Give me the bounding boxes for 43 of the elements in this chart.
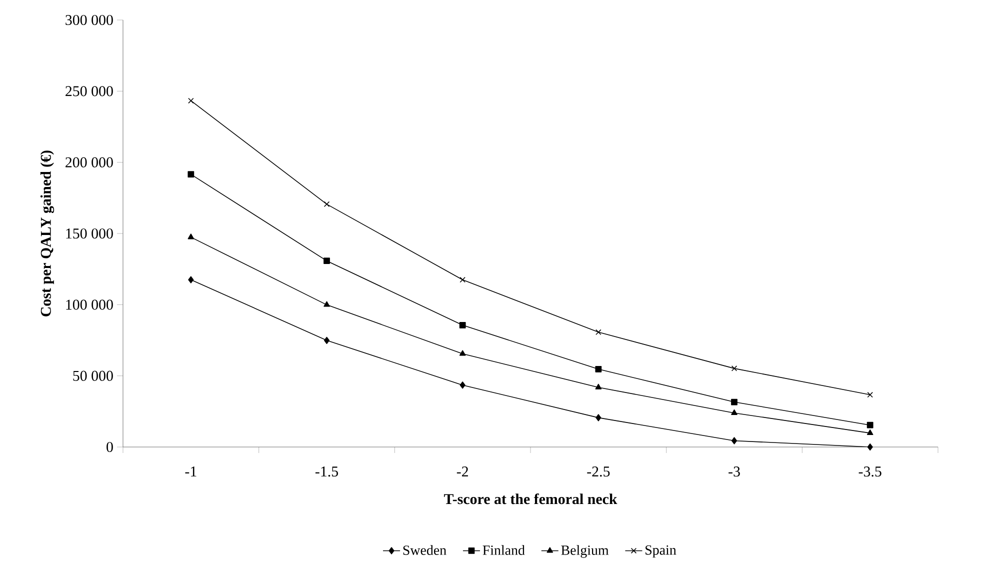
point [324, 301, 330, 307]
point [324, 258, 330, 264]
point [596, 329, 602, 336]
y-tick-label: 0 [106, 442, 113, 452]
point [731, 398, 738, 406]
point [460, 276, 466, 283]
legend-label: Spain [646, 545, 676, 558]
point [596, 414, 602, 422]
x-tick-label: -2 [456, 466, 468, 476]
legend-label: Belgium [561, 545, 609, 558]
point [595, 366, 602, 372]
point [188, 171, 194, 178]
point [866, 422, 874, 428]
point [866, 429, 874, 436]
point [867, 443, 873, 451]
legend-label: Finland [482, 545, 525, 555]
x-axis-title: T-score at the femoral neck [444, 493, 618, 504]
point [595, 384, 602, 390]
point [731, 409, 738, 415]
legend-label: Sweden [403, 545, 446, 555]
point [188, 234, 194, 240]
y-tick-label: 300 000 [66, 14, 113, 26]
x-tick-label: -1.5 [315, 466, 338, 477]
y-axis-title: Cost per QALY gained (€) [40, 150, 54, 316]
point [324, 201, 330, 208]
y-tick-label: 250 000 [66, 86, 113, 96]
y-tick-label: 100 000 [66, 300, 113, 310]
x-tick-label: -2.5 [587, 466, 610, 477]
x-tick-label: -3.5 [858, 466, 882, 477]
x-tick-label: -1 [185, 466, 196, 476]
point [324, 336, 330, 344]
y-tick-label: 200 000 [66, 157, 113, 168]
point [459, 350, 466, 356]
point [188, 276, 194, 284]
point [459, 322, 466, 328]
point [731, 366, 738, 372]
point [731, 437, 738, 444]
x-tick-label: -3 [728, 466, 740, 477]
point [460, 382, 466, 389]
y-tick-label: 50 000 [73, 370, 113, 381]
point [867, 392, 873, 398]
point [188, 98, 194, 104]
y-tick-label: 150 000 [66, 228, 113, 239]
